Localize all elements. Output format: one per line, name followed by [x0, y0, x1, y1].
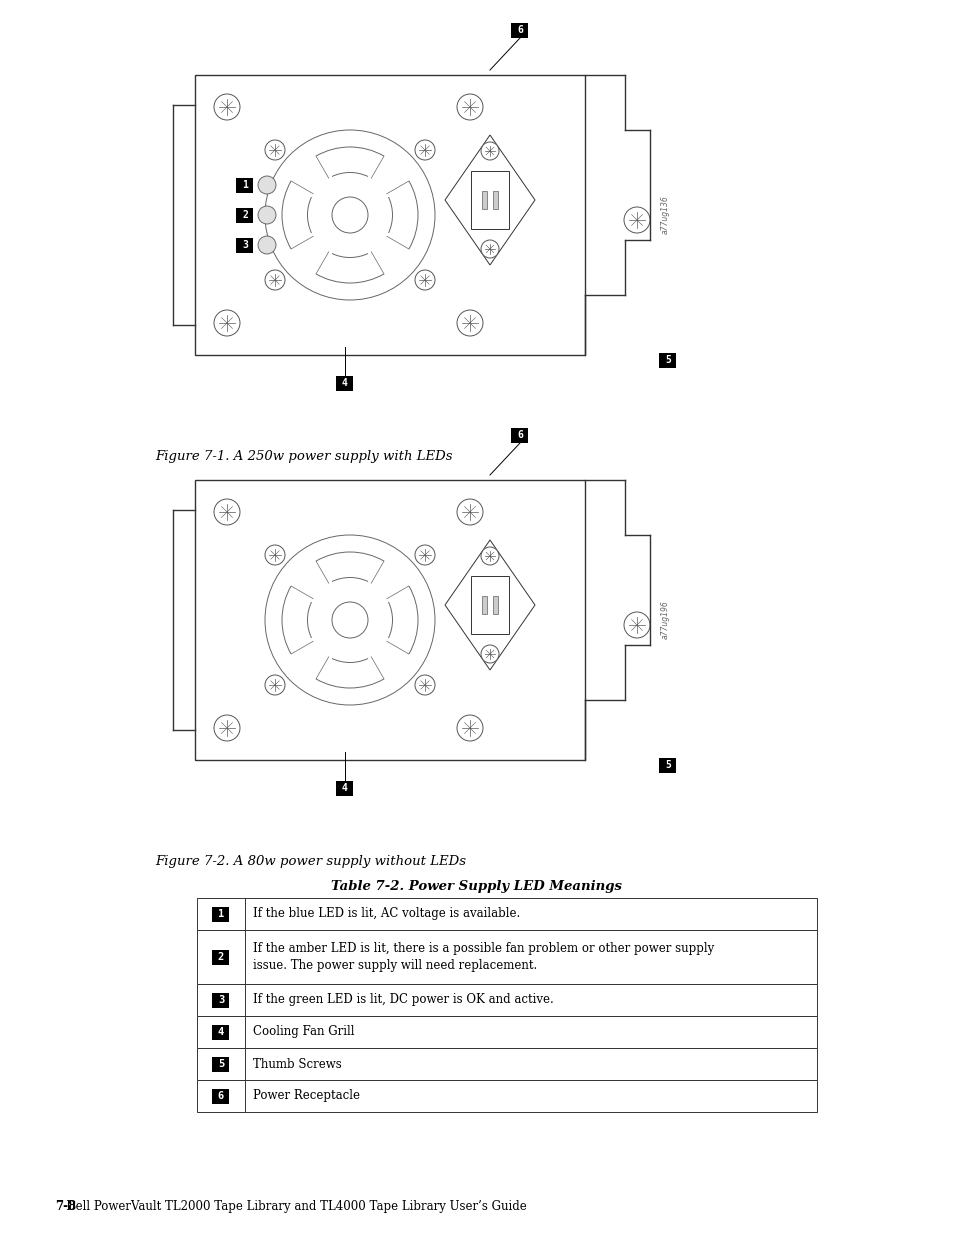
Circle shape	[257, 236, 275, 254]
Text: 6: 6	[517, 430, 522, 440]
Text: If the green LED is lit, DC power is OK and active.: If the green LED is lit, DC power is OK …	[253, 993, 553, 1007]
Bar	[659, 757, 676, 773]
Bar	[194, 75, 584, 354]
Text: 7-8: 7-8	[55, 1200, 76, 1213]
Circle shape	[415, 545, 435, 564]
Bar	[213, 993, 230, 1008]
Circle shape	[456, 715, 482, 741]
Circle shape	[257, 206, 275, 224]
Text: Figure 7-1. A 250w power supply with LEDs: Figure 7-1. A 250w power supply with LED…	[154, 450, 452, 463]
Text: 6: 6	[517, 25, 522, 35]
Circle shape	[623, 207, 649, 233]
Circle shape	[480, 240, 498, 258]
Bar	[236, 178, 253, 193]
Text: If the blue LED is lit, AC voltage is available.: If the blue LED is lit, AC voltage is av…	[253, 908, 519, 920]
Text: a77ug136: a77ug136	[659, 195, 669, 235]
Text: 5: 5	[217, 1058, 224, 1070]
Text: If the amber LED is lit, there is a possible fan problem or other power supply
i: If the amber LED is lit, there is a poss…	[253, 942, 714, 972]
Circle shape	[332, 601, 368, 638]
Bar	[196, 984, 816, 1016]
Text: 1: 1	[217, 909, 224, 919]
Circle shape	[265, 140, 285, 161]
Circle shape	[480, 547, 498, 564]
Bar	[659, 352, 676, 368]
Text: 2: 2	[217, 952, 224, 962]
Circle shape	[265, 676, 285, 695]
Bar	[196, 1079, 816, 1112]
Bar	[511, 427, 528, 442]
Bar	[213, 1088, 230, 1104]
Text: 4: 4	[342, 783, 348, 793]
Bar	[511, 22, 528, 37]
Text: Power Receptacle: Power Receptacle	[253, 1089, 359, 1103]
Circle shape	[265, 545, 285, 564]
Bar	[213, 1025, 230, 1040]
Bar	[194, 480, 584, 760]
Bar	[481, 597, 486, 614]
Circle shape	[213, 310, 240, 336]
Text: 2: 2	[242, 210, 248, 220]
Text: 1: 1	[242, 180, 248, 190]
Bar	[196, 898, 816, 930]
Text: Table 7-2. Power Supply LED Meanings: Table 7-2. Power Supply LED Meanings	[331, 881, 622, 893]
Text: 4: 4	[342, 378, 348, 388]
Polygon shape	[444, 135, 535, 266]
Circle shape	[415, 140, 435, 161]
Bar	[213, 1056, 230, 1072]
Bar	[336, 375, 354, 390]
Circle shape	[623, 613, 649, 638]
Text: 3: 3	[242, 240, 248, 249]
Text: Figure 7-2. A 80w power supply without LEDs: Figure 7-2. A 80w power supply without L…	[154, 855, 465, 868]
Bar	[481, 191, 486, 209]
Circle shape	[415, 676, 435, 695]
Circle shape	[480, 142, 498, 161]
Bar	[213, 950, 230, 965]
Text: Cooling Fan Grill: Cooling Fan Grill	[253, 1025, 355, 1039]
Bar	[236, 207, 253, 222]
Circle shape	[213, 499, 240, 525]
Circle shape	[265, 270, 285, 290]
Circle shape	[456, 310, 482, 336]
Circle shape	[415, 270, 435, 290]
Circle shape	[332, 198, 368, 233]
Bar	[213, 906, 230, 921]
Circle shape	[456, 94, 482, 120]
Text: 5: 5	[664, 354, 670, 366]
Text: 3: 3	[217, 995, 224, 1005]
Bar	[196, 930, 816, 984]
Circle shape	[456, 499, 482, 525]
Circle shape	[213, 94, 240, 120]
Bar	[196, 1049, 816, 1079]
Circle shape	[480, 645, 498, 663]
Text: Dell PowerVault TL2000 Tape Library and TL4000 Tape Library User’s Guide: Dell PowerVault TL2000 Tape Library and …	[55, 1200, 526, 1213]
Text: a77ug196: a77ug196	[659, 600, 669, 640]
Polygon shape	[444, 540, 535, 671]
Circle shape	[213, 715, 240, 741]
Text: 5: 5	[664, 760, 670, 769]
Bar	[236, 237, 253, 252]
Bar	[493, 191, 497, 209]
Bar	[493, 597, 497, 614]
Text: 6: 6	[217, 1091, 224, 1100]
Text: 4: 4	[217, 1028, 224, 1037]
Circle shape	[257, 177, 275, 194]
Bar	[196, 1016, 816, 1049]
Bar	[471, 576, 509, 634]
Bar	[336, 781, 354, 795]
Bar	[471, 170, 509, 228]
Text: Thumb Screws: Thumb Screws	[253, 1057, 341, 1071]
